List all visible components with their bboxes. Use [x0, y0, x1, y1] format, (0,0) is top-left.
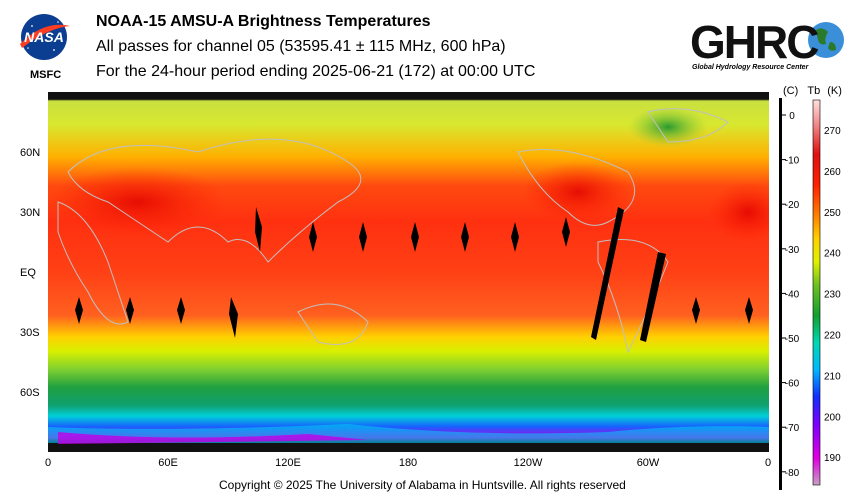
channel-subtitle: All passes for channel 05 (53595.41 ± 11…	[96, 38, 506, 55]
nasa-logo: NASA	[20, 14, 70, 60]
msfc-label: MSFC	[30, 69, 62, 81]
period-subtitle: For the 24-hour period ending 2025-06-21…	[96, 63, 536, 80]
y-tick-label: 30S	[20, 327, 40, 339]
celsius-tick-label: 0	[789, 111, 795, 122]
y-tick-label: 60S	[20, 387, 40, 399]
ghrc-logo: GHRC	[690, 16, 844, 68]
unit-kelvin: (K)	[827, 85, 842, 97]
x-tick-label: 180	[398, 457, 418, 469]
x-tick-label: 0	[44, 457, 52, 469]
y-tick-label: EQ	[20, 267, 36, 279]
celsius-tick-label: -30	[785, 245, 800, 256]
colorbar: 0 -10 -20 -30 -40 -50 -60 -70 -80 270 260 250 240 230…	[779, 98, 841, 490]
x-tick-label: 60W	[636, 457, 660, 469]
x-tick-label: 60E	[158, 457, 178, 469]
ghrc-tagline: Global Hydrology Resource Center	[692, 64, 809, 71]
data-gaps	[75, 207, 753, 342]
kelvin-tick-label: 240	[824, 249, 841, 260]
celsius-tick-label: -80	[785, 468, 800, 479]
kelvin-tick-label: 260	[824, 167, 841, 178]
kelvin-tick-label: 250	[824, 208, 841, 219]
celsius-tick-label: -70	[785, 423, 800, 434]
kelvin-tick-label: 190	[824, 453, 841, 464]
celsius-tick-label: -50	[785, 334, 800, 345]
nasa-logo-text: NASA	[24, 29, 64, 45]
colorbar-units: (C) Tb (K)	[783, 85, 842, 97]
kelvin-tick-label: 220	[824, 331, 841, 342]
kelvin-tick-label: 230	[824, 290, 841, 301]
unit-tb: Tb	[807, 85, 821, 97]
celsius-tick-label: -20	[785, 200, 800, 211]
x-tick-label: 120E	[275, 457, 301, 469]
temperature-field	[48, 92, 769, 452]
kelvin-tick-label: 270	[824, 126, 841, 137]
x-tick-label: 0	[764, 457, 772, 469]
unit-celsius: (C)	[783, 85, 799, 97]
celsius-tick-label: -10	[785, 156, 800, 167]
celsius-tick-label: -40	[785, 289, 800, 300]
y-tick-label: 30N	[20, 207, 41, 219]
kelvin-tick-label: 210	[824, 371, 841, 382]
brightness-temperature-map	[48, 92, 769, 452]
y-tick-label: 60N	[20, 147, 41, 159]
copyright-notice: Copyright © 2025 The University of Alaba…	[219, 478, 626, 492]
kelvin-tick-label: 200	[824, 412, 841, 423]
page-title: NOAA-15 AMSU-A Brightness Temperatures	[96, 13, 431, 30]
ghrc-logo-text: GHRC	[690, 16, 818, 68]
x-tick-label: 120W	[513, 457, 543, 469]
celsius-tick-label: -60	[785, 379, 800, 390]
